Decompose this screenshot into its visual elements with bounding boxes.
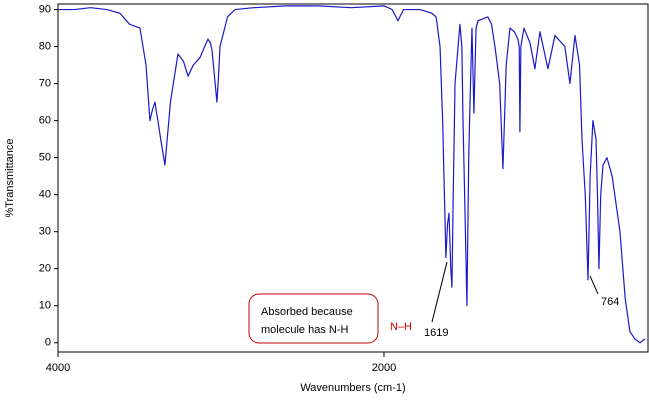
leader-line bbox=[589, 275, 599, 295]
y-tick-label: 0 bbox=[45, 337, 51, 349]
peak-label: 1619 bbox=[424, 327, 448, 339]
y-tick-label: 90 bbox=[39, 3, 51, 15]
annotation-text: Absorbed because bbox=[261, 306, 353, 318]
y-tick-label: 30 bbox=[39, 226, 51, 238]
x-tick-label: 2000 bbox=[372, 362, 396, 374]
y-tick-label: 80 bbox=[39, 40, 51, 52]
y-tick-label: 10 bbox=[39, 300, 51, 312]
annotation-box bbox=[248, 293, 379, 344]
peak-label: 764 bbox=[601, 296, 619, 308]
x-axis-label: Wavenumbers (cm-1) bbox=[300, 382, 405, 394]
leader-line bbox=[431, 261, 448, 323]
annotation-text: molecule has N-H bbox=[261, 324, 348, 336]
y-tick-label: 70 bbox=[39, 78, 51, 90]
y-tick-label: 20 bbox=[39, 263, 51, 275]
y-tick-label: 40 bbox=[39, 189, 51, 201]
x-tick-label: 4000 bbox=[46, 362, 70, 374]
y-axis-label: %Transmittance bbox=[4, 138, 16, 217]
group-label: N–H bbox=[390, 321, 412, 333]
y-tick-label: 50 bbox=[39, 152, 51, 164]
y-tick-label: 60 bbox=[39, 115, 51, 127]
spectrum-line bbox=[58, 5, 646, 344]
